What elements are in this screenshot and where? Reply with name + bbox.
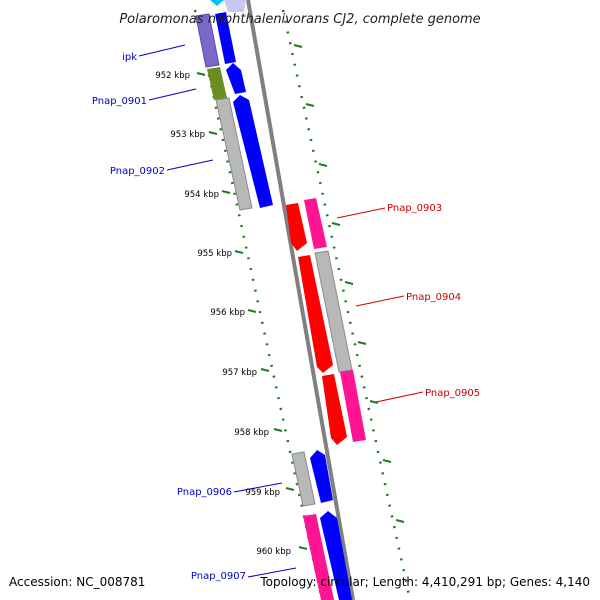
gene-pnap0904-arrow[interactable] — [298, 255, 333, 373]
gene-label-pnap0903[interactable]: Pnap_0903 — [387, 203, 442, 214]
scale-ticks — [196, 44, 405, 550]
scale-label-957: 957 kbp — [222, 368, 257, 378]
gene-pnap0907-arrow[interactable] — [320, 511, 352, 600]
gene-label-pnap0902[interactable]: Pnap_0902 — [110, 166, 165, 177]
scale-label-960: 960 kbp — [256, 547, 291, 557]
scale-label-954: 954 kbp — [184, 190, 219, 200]
gene-label-pnap0907[interactable]: Pnap_0907 — [191, 571, 246, 582]
gene-label-pnap0904[interactable]: Pnap_0904 — [406, 292, 461, 303]
gene-label-ipk[interactable]: ipk — [122, 52, 137, 63]
gene-pnap0907-feature[interactable] — [303, 514, 334, 600]
scale-label-955: 955 kbp — [197, 249, 232, 259]
scale-label-959: 959 kbp — [245, 488, 280, 498]
gene-pnap0903-arrow[interactable] — [286, 203, 307, 251]
genome-backbone — [246, 0, 355, 600]
gene-pnap0905-feature[interactable] — [340, 370, 366, 442]
gene-pnap0906-arrow[interactable] — [310, 450, 333, 503]
gene-pnap0905-arrow[interactable] — [322, 374, 347, 445]
gene-label-pnap0905[interactable]: Pnap_0905 — [425, 388, 480, 399]
topology-text: Topology: circular; Length: 4,410,291 bp… — [259, 575, 590, 589]
gene-label-leaders — [138, 44, 424, 578]
accession-text: Accession: NC_008781 — [9, 575, 145, 589]
gene-pnap0906-feature[interactable] — [291, 451, 316, 507]
gene-pnap0901-arrow[interactable] — [226, 63, 246, 94]
gene-ipk-arrow[interactable] — [215, 12, 236, 64]
gene-top-partial-cyan[interactable] — [210, 0, 224, 6]
left-scale-dotted-line — [193, 9, 324, 600]
right-scale-dotted-line — [281, 9, 412, 600]
gene-top-partial-lavender[interactable] — [224, 0, 246, 12]
scale-label-958: 958 kbp — [234, 428, 269, 438]
scale-label-956: 956 kbp — [210, 308, 245, 318]
gene-label-pnap0906[interactable]: Pnap_0906 — [177, 487, 232, 498]
scale-label-953: 953 kbp — [170, 130, 205, 140]
gene-pnap0903-feature[interactable] — [304, 198, 327, 249]
gene-label-pnap0901[interactable]: Pnap_0901 — [92, 96, 147, 107]
gene-pnap0904-feature[interactable] — [314, 250, 353, 373]
gene-ipk-feature[interactable] — [195, 13, 220, 68]
gene-pnap0902-arrow[interactable] — [233, 95, 273, 208]
gene-pnap0902-feature[interactable] — [215, 97, 253, 211]
map-title: Polaromonas naphthalenivorans CJ2, compl… — [119, 12, 480, 27]
gene-pnap0901-feature[interactable] — [207, 67, 227, 100]
scale-label-952: 952 kbp — [155, 71, 190, 81]
